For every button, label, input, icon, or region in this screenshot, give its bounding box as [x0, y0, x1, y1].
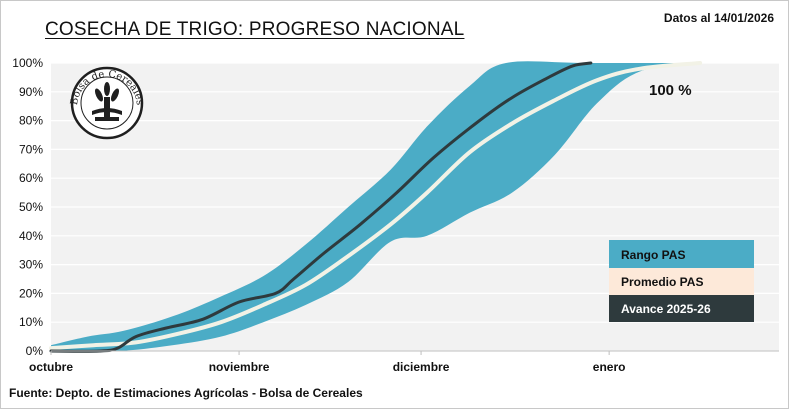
- y-tick-label: 60%: [19, 171, 43, 185]
- chart-legend: Rango PAS Promedio PAS Avance 2025-26: [609, 240, 754, 322]
- legend-current-swatch: [609, 295, 754, 322]
- y-tick-label: 100%: [12, 56, 43, 70]
- wheat-emblem-icon: [92, 82, 122, 121]
- y-tick-label: 30%: [19, 258, 43, 272]
- source-note: Fuente: Depto. de Estimaciones Agrícolas…: [9, 386, 363, 400]
- logo-inner-ring: [80, 76, 134, 130]
- range-band: [51, 61, 701, 352]
- data-date-note: Datos al 14/01/2026: [663, 11, 774, 25]
- x-month-label: enero: [593, 360, 626, 374]
- legend-range-swatch: [609, 240, 754, 268]
- legend-average-label: Promedio PAS: [621, 275, 703, 289]
- average-line: [49, 61, 703, 351]
- y-tick-label: 70%: [19, 142, 43, 156]
- y-tick-label: 0%: [26, 344, 44, 358]
- chart-title: COSECHA DE TRIGO: PROGRESO NACIONAL: [45, 19, 465, 40]
- x-month-label: octubre: [29, 360, 73, 374]
- y-tick-label: 20%: [19, 286, 43, 300]
- x-month-label: noviembre: [209, 360, 270, 374]
- y-tick-label: 10%: [19, 315, 43, 329]
- bolsa-de-cereales-logo: Bolsa de Cereales: [69, 66, 145, 140]
- legend-current-label: Avance 2025-26: [621, 302, 711, 316]
- y-tick-label: 90%: [19, 85, 43, 99]
- y-tick-label: 40%: [19, 229, 43, 243]
- x-month-label: diciembre: [393, 360, 450, 374]
- legend-range-label: Rango PAS: [621, 248, 685, 262]
- legend-average-swatch: [609, 268, 754, 295]
- y-tick-label: 50%: [19, 200, 43, 214]
- completion-annotation: 100 %: [649, 82, 692, 99]
- y-tick-label: 80%: [19, 114, 43, 128]
- current-season-line: [49, 61, 593, 353]
